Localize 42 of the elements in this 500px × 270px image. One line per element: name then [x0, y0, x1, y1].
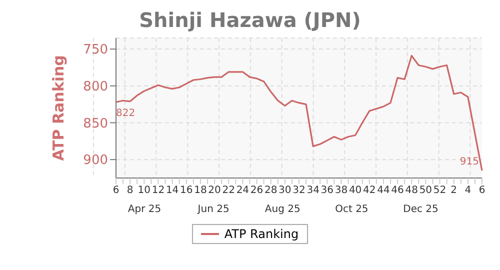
y-axis-title: ATP Ranking	[49, 55, 68, 161]
data-label: 915	[460, 156, 479, 168]
x-tick-label: 52	[433, 185, 446, 196]
x-tick-label: 32	[292, 185, 306, 196]
x-tick-label: 16	[180, 185, 193, 196]
x-tick-label: 42	[363, 185, 376, 196]
y-tick-label: 800	[83, 80, 108, 95]
x-tick-label: 44	[377, 185, 390, 196]
x-tick-label: 30	[278, 185, 292, 196]
text: Oct 25	[334, 204, 370, 215]
x-tick-label: 10	[138, 185, 151, 196]
x-tick-label: 20	[208, 185, 221, 196]
x-tick-label: 8	[126, 185, 134, 196]
x-tick-label: 26	[250, 185, 264, 196]
text: Jun 25	[196, 204, 230, 215]
x-tick-label: 6	[112, 185, 120, 196]
x-tick-label: 24	[236, 185, 250, 196]
y-tick-label: 900	[83, 153, 108, 168]
y-tick-label: 750	[83, 42, 108, 58]
x-tick-label: 46	[391, 185, 404, 196]
x-tick-label: 14	[166, 185, 179, 196]
x-tick-label: 22	[222, 185, 235, 196]
text: Apr 25	[126, 204, 162, 215]
chart-title: Shinji Hazawa (JPN)	[138, 8, 362, 32]
x-tick-label: 38	[334, 185, 348, 196]
x-tick-label: 6	[478, 185, 486, 196]
x-tick-label: 12	[152, 185, 165, 196]
text: Aug 25	[264, 204, 302, 215]
line-series	[115, 54, 483, 172]
data-label: 822	[116, 108, 136, 120]
x-tick-label: 34	[306, 185, 320, 196]
y-tick-label: 850	[83, 116, 108, 132]
x-tick-label: 4	[464, 185, 472, 196]
x-tick-label: 50	[419, 185, 432, 196]
x-tick-label: 28	[264, 185, 278, 196]
x-tick-label: 48	[405, 185, 418, 196]
x-tick-label: 40	[348, 185, 362, 196]
legend-label: ATP Ranking	[223, 227, 299, 241]
text: Dec 25	[402, 204, 440, 215]
x-tick-label: 2	[450, 185, 458, 196]
x-tick-label: 18	[194, 185, 207, 196]
x-tick-label: 36	[320, 185, 334, 196]
